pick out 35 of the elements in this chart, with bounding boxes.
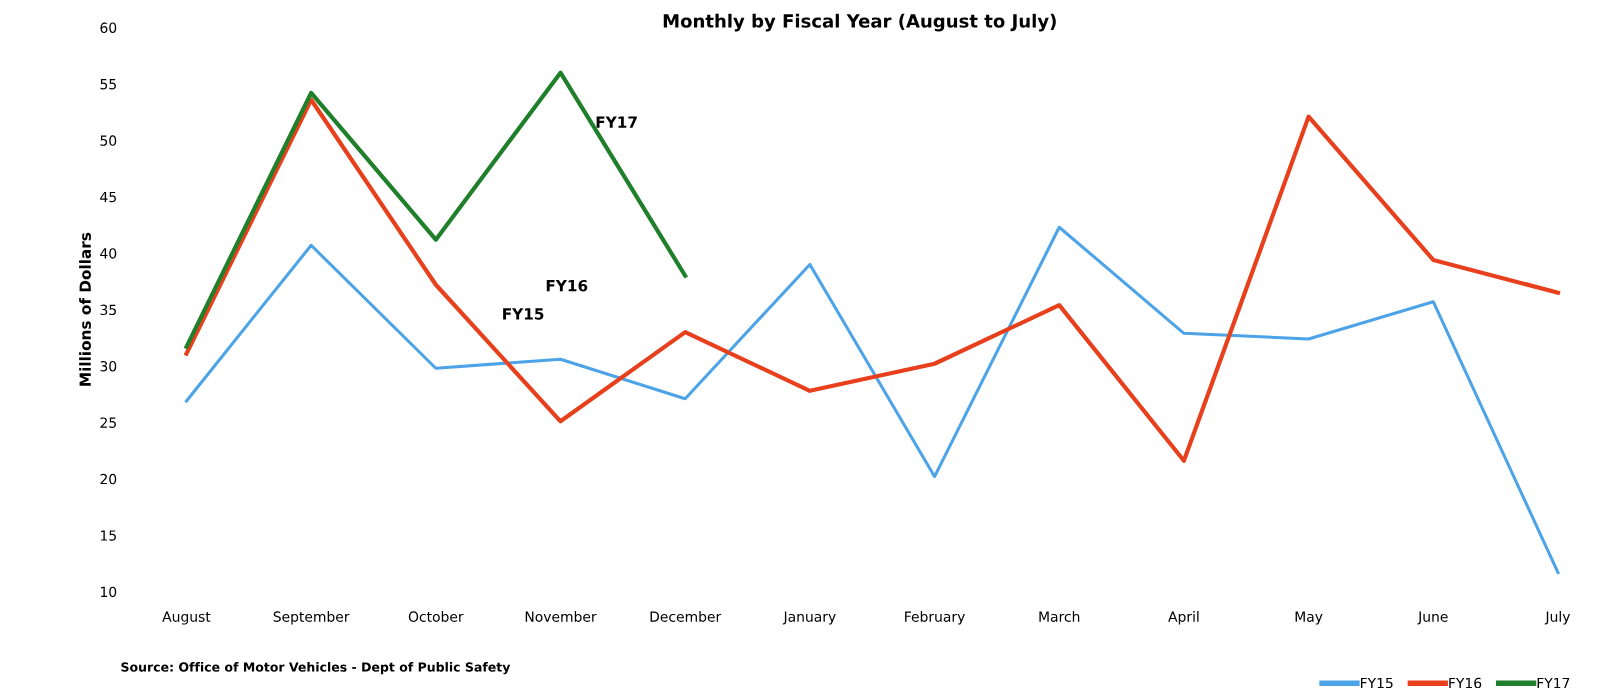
y-tick-label: 40 xyxy=(100,248,117,259)
legend-label: FY15 xyxy=(1360,677,1393,688)
line-series xyxy=(184,70,688,349)
y-tick-label: 45 xyxy=(100,191,116,203)
x-tick-label: October xyxy=(408,611,464,622)
y-tick-label: 25 xyxy=(100,417,116,428)
y-tick-label: 15 xyxy=(101,530,116,541)
y-axis-title: Millions of Dollars xyxy=(79,232,91,386)
text: FY17 xyxy=(596,116,637,128)
x-tick-label: December xyxy=(650,611,722,622)
text: FY16 xyxy=(546,279,588,292)
y-tick-label: 10 xyxy=(101,586,117,598)
x-tick-label: June xyxy=(1417,611,1448,625)
y-tick-label: 20 xyxy=(100,473,117,485)
legend-label: FY16 xyxy=(1449,677,1482,688)
text: FY15 xyxy=(503,308,544,320)
source-note: Source: Office of Motor Vehicles - Dept of Public Safety xyxy=(121,662,511,675)
x-tick-label: September xyxy=(273,611,350,625)
y-tick-label: 50 xyxy=(100,135,117,146)
chart-title: Monthly by Fiscal Year (August to July) xyxy=(663,13,1056,32)
x-tick-label: March xyxy=(1039,611,1080,622)
line-series xyxy=(184,97,1561,463)
x-tick-label: January xyxy=(782,611,836,625)
y-tick-label: 55 xyxy=(100,79,116,90)
x-tick-label: August xyxy=(162,611,211,625)
x-tick-label: November xyxy=(525,611,597,622)
line-series xyxy=(184,225,1560,575)
x-tick-label: April xyxy=(1168,611,1199,625)
x-tick-label: February xyxy=(905,611,965,625)
legend-label: FY17 xyxy=(1537,677,1570,688)
y-tick-label: 60 xyxy=(100,22,117,33)
x-tick-label: May xyxy=(1295,611,1323,625)
y-tick-label: 30 xyxy=(100,360,117,372)
y-tick-label: 35 xyxy=(100,304,116,316)
x-tick-label: July xyxy=(1544,611,1571,625)
